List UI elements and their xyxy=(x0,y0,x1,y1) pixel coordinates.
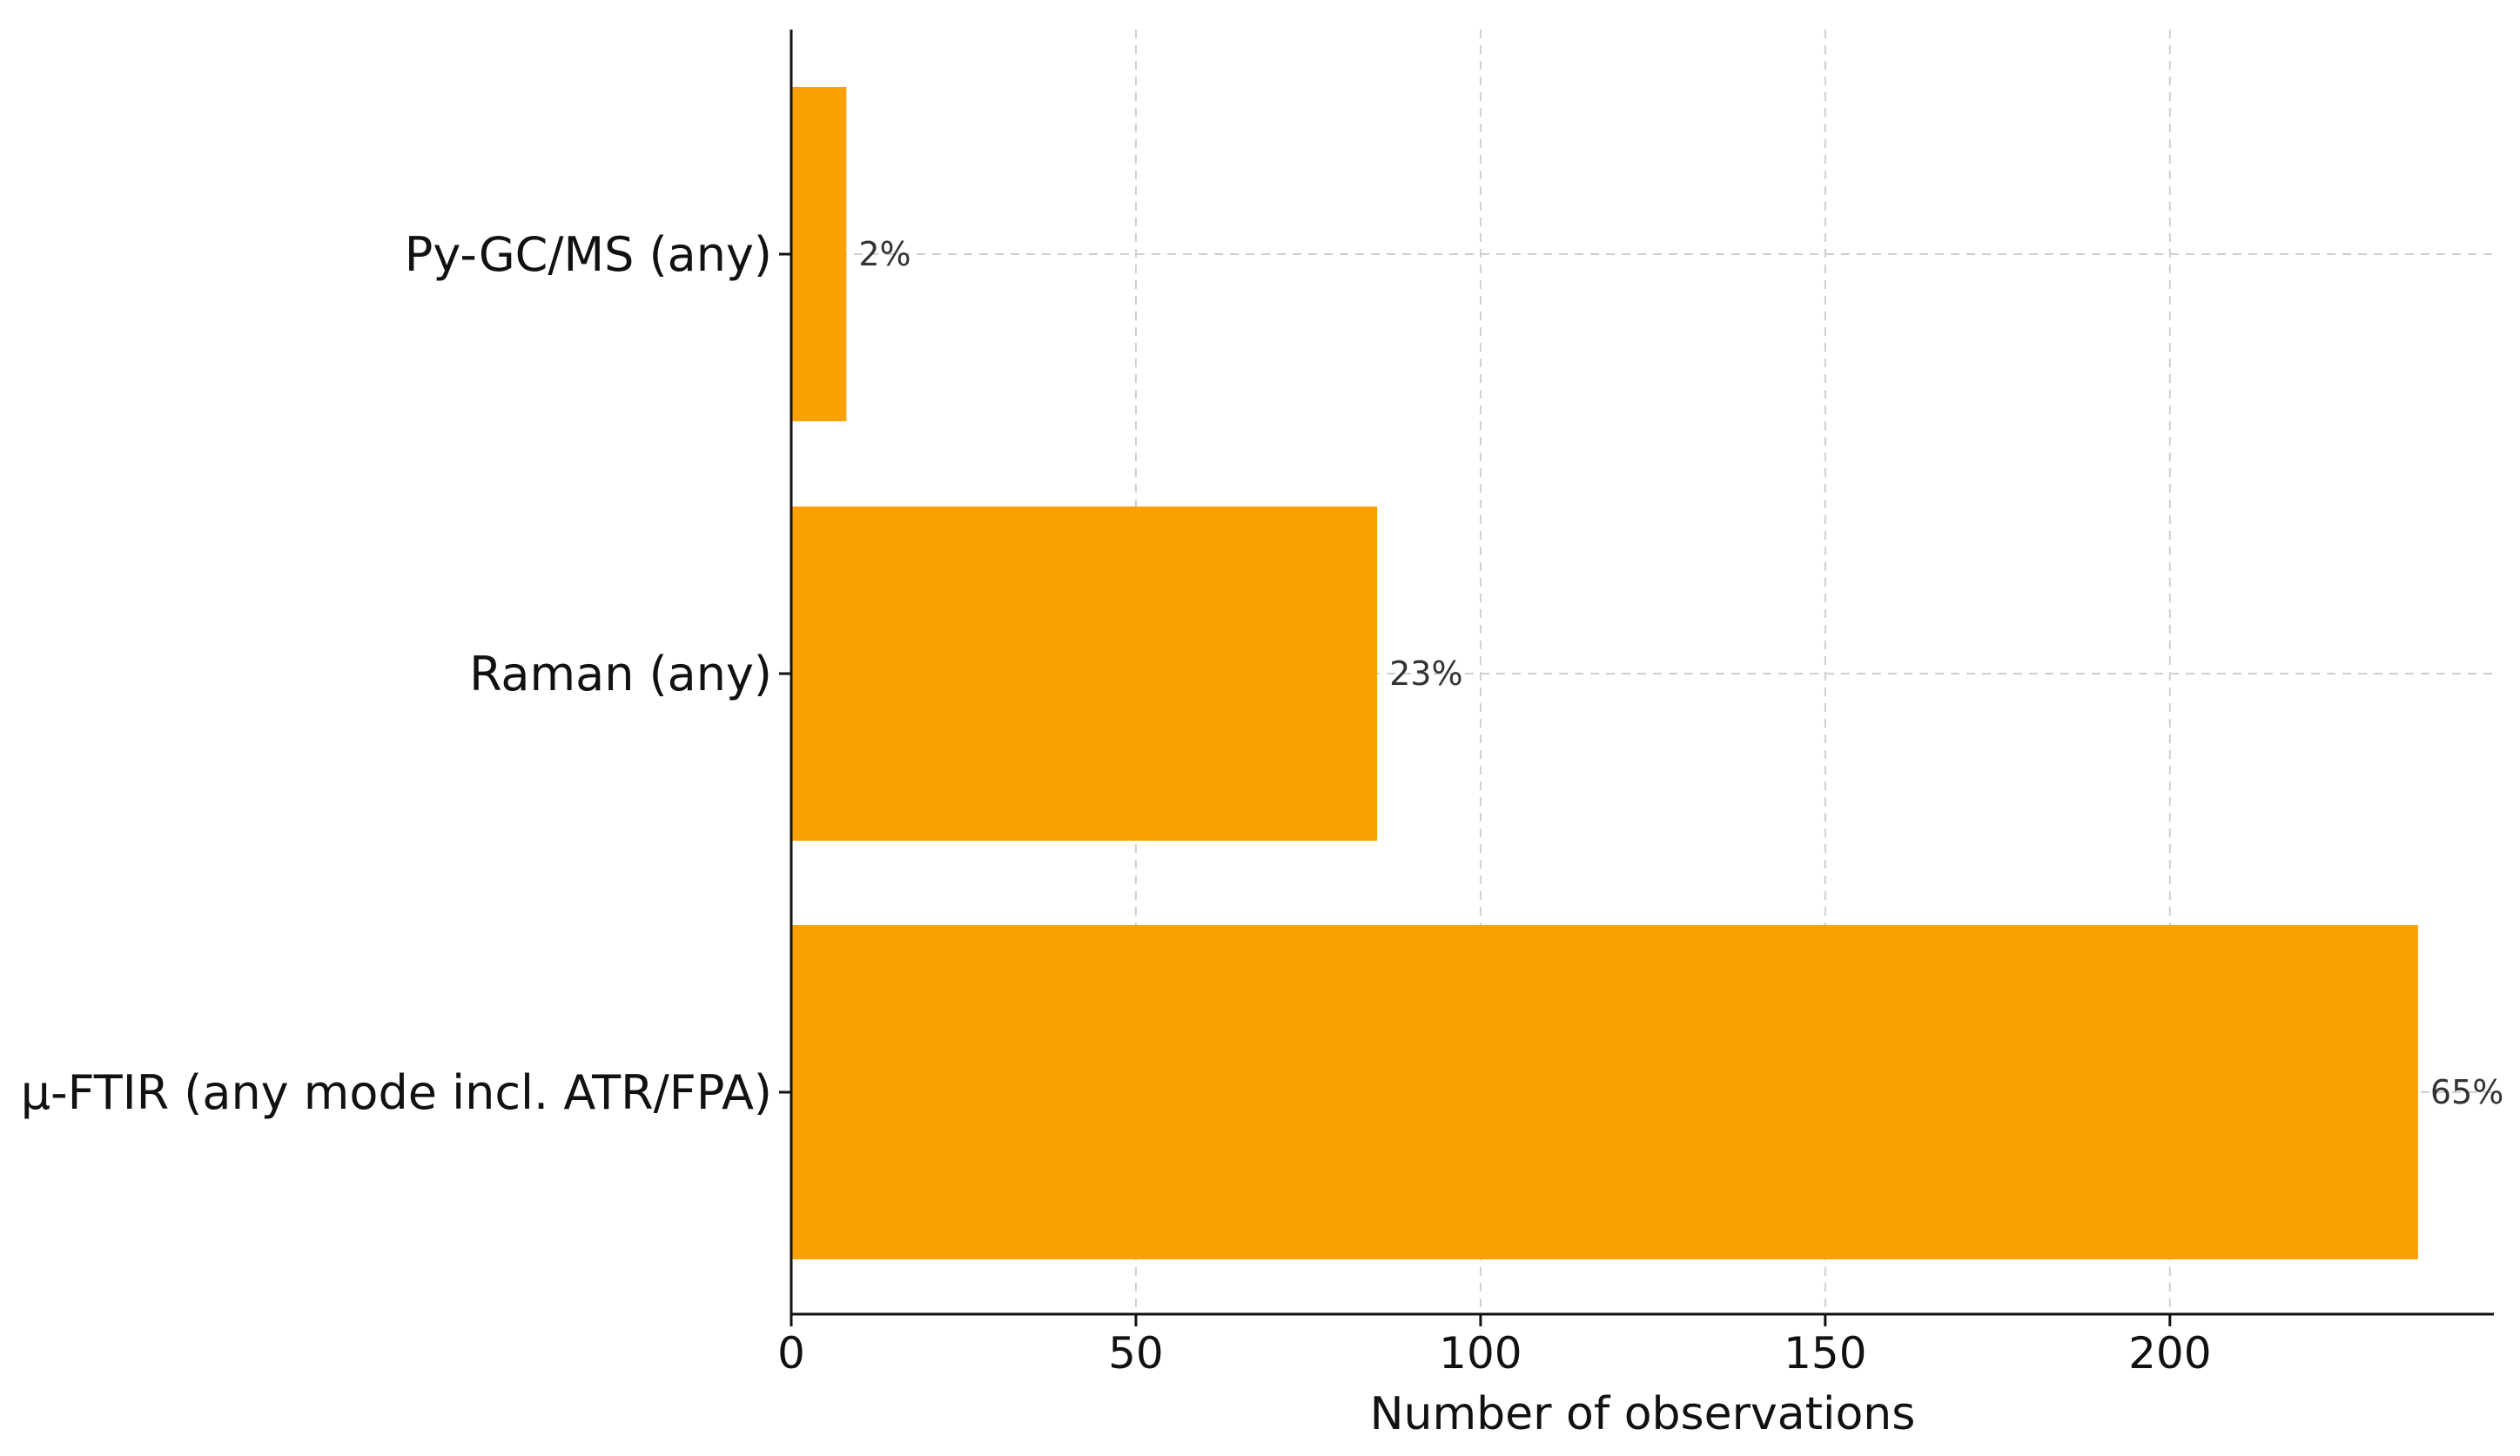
bar-layer xyxy=(791,87,2418,1259)
category-label: Raman (any) xyxy=(469,647,772,701)
axis-layer xyxy=(790,30,2494,1316)
percent-label: 65% xyxy=(2430,1073,2503,1111)
category-label: Py-GC/MS (any) xyxy=(405,227,772,282)
x-tick-label: 200 xyxy=(2128,1328,2211,1379)
x-axis-title: Number of observations xyxy=(1370,1388,1916,1440)
bar xyxy=(791,87,847,421)
category-label: μ-FTIR (any mode incl. ATR/FPA) xyxy=(21,1065,772,1120)
x-tick-label: 50 xyxy=(1108,1328,1164,1379)
x-tick-label: 150 xyxy=(1784,1328,1866,1379)
bar xyxy=(791,925,2418,1259)
x-tick-label: 100 xyxy=(1439,1328,1522,1379)
label-layer: 2% Py-GC/MS (any) 23% Raman (any) 65% μ-FTIR … xyxy=(21,227,2504,1379)
percent-label: 2% xyxy=(858,235,911,273)
bar xyxy=(791,507,1378,841)
x-tick-label: 0 xyxy=(777,1328,805,1379)
percent-label: 23% xyxy=(1389,654,1462,693)
